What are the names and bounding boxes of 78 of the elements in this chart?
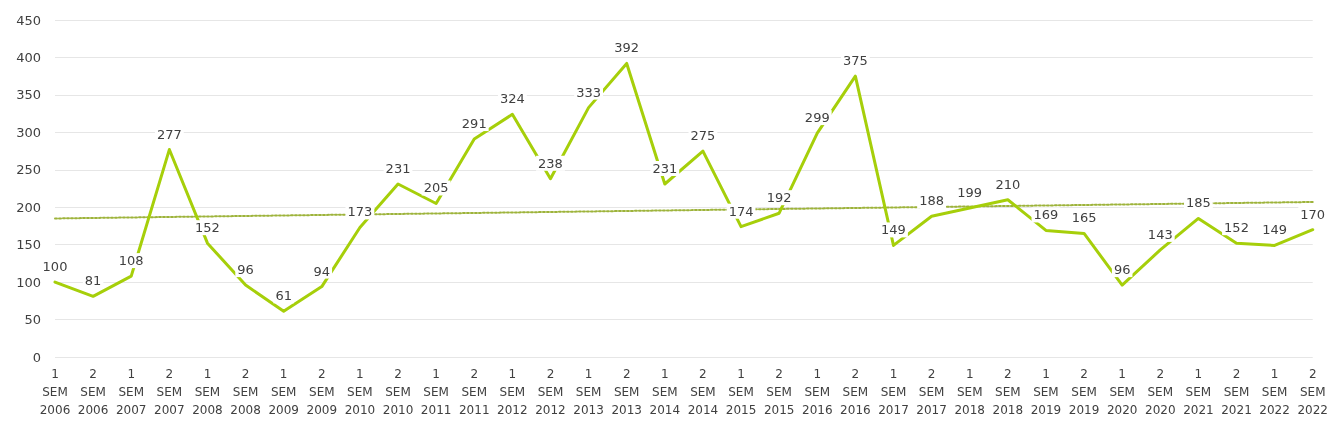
y-tick-label: 150 (16, 237, 41, 253)
x-tick-label: 2 SEM 2013 (611, 367, 642, 417)
data-label: 231 (652, 161, 678, 177)
data-label: 231 (385, 161, 411, 177)
y-tick-label: 50 (24, 312, 41, 328)
y-tick-label: 0 (32, 349, 41, 365)
x-tick-label: 1 SEM 2014 (649, 367, 681, 417)
x-tick-label: 1 SEM 2011 (420, 367, 452, 417)
data-label: 152 (195, 220, 220, 236)
x-tick-label: 1 SEM 2009 (268, 367, 299, 417)
x-tick-label: 1 SEM 2012 (497, 367, 528, 417)
y-tick-label: 350 (16, 87, 41, 103)
x-tick-label: 2 SEM 2011 (458, 367, 490, 417)
data-label: 333 (576, 84, 601, 100)
data-label: 324 (499, 91, 525, 107)
x-tick-label: 1 SEM 2007 (115, 367, 147, 417)
data-label: 375 (842, 53, 868, 69)
y-tick-label: 100 (16, 274, 41, 290)
data-label: 81 (84, 273, 102, 289)
data-label: 108 (118, 253, 144, 269)
x-tick-label: 2 SEM 2006 (77, 367, 109, 417)
x-tick-label: 1 SEM 2006 (39, 367, 71, 417)
data-label: 149 (881, 222, 906, 238)
x-tick-label: 1 SEM 2010 (344, 367, 376, 417)
y-tick-label: 450 (16, 12, 41, 28)
data-label: 299 (804, 110, 830, 126)
y-tick-label: 400 (16, 49, 41, 65)
data-label: 96 (1113, 262, 1131, 278)
data-label: 185 (1185, 195, 1211, 211)
data-label: 61 (275, 288, 292, 304)
x-tick-label: 1 SEM 2015 (725, 367, 757, 417)
x-tick-label: 2 SEM 2007 (154, 367, 185, 417)
y-tick-label: 250 (16, 162, 41, 178)
data-label: 174 (728, 203, 754, 219)
data-label: 152 (1224, 220, 1249, 236)
data-label: 238 (538, 155, 563, 171)
data-label: 96 (237, 262, 254, 278)
data-label: 165 (1071, 210, 1097, 226)
x-tick-label: 1 SEM 2020 (1106, 367, 1138, 417)
x-tick-label: 2 SEM 2008 (230, 367, 261, 417)
x-tick-label: 1 SEM 2013 (573, 367, 604, 417)
x-tick-label: 2 SEM 2020 (1145, 367, 1176, 417)
x-tick-label: 2 SEM 2012 (535, 367, 566, 417)
data-label: 199 (957, 184, 983, 200)
x-tick-label: 1 SEM 2021 (1183, 367, 1214, 417)
data-label: 188 (919, 193, 945, 209)
x-tick-label: 2 SEM 2018 (992, 367, 1024, 417)
x-tick-label: 1 SEM 2016 (801, 367, 833, 417)
data-label: 100 (42, 259, 68, 275)
x-tick-label: 2 SEM 2019 (1068, 367, 1100, 417)
data-label: 170 (1300, 206, 1326, 222)
data-label: 94 (313, 263, 331, 279)
data-label: 205 (423, 180, 449, 196)
x-tick-label: 2 SEM 2014 (687, 367, 719, 417)
x-tick-label: 2 SEM 2010 (382, 367, 414, 417)
x-tick-label: 2 SEM 2022 (1297, 367, 1328, 417)
data-label: 149 (1262, 222, 1288, 238)
x-tick-label: 2 SEM 2017 (916, 367, 947, 417)
x-tick-label: 2 SEM 2016 (840, 367, 871, 417)
x-tick-label: 1 SEM 2008 (192, 367, 223, 417)
x-tick-label: 1 SEM 2017 (878, 367, 909, 417)
data-label: 173 (347, 204, 373, 220)
data-label: 277 (156, 126, 182, 142)
x-tick-label: 2 SEM 2015 (763, 367, 795, 417)
y-tick-label: 200 (16, 199, 41, 215)
data-label: 169 (1033, 207, 1059, 223)
x-tick-label: 2 SEM 2009 (306, 367, 338, 417)
data-label: 192 (766, 190, 792, 206)
x-tick-label: 1 SEM 2022 (1259, 367, 1290, 417)
y-tick-label: 300 (16, 124, 41, 140)
data-label: 392 (614, 40, 640, 56)
x-tick-label: 1 SEM 2019 (1030, 367, 1062, 417)
x-tick-label: 1 SEM 2018 (954, 367, 985, 417)
data-label: 143 (1147, 226, 1173, 242)
data-label: 291 (461, 116, 487, 132)
data-label: 275 (690, 128, 716, 144)
data-label: 210 (995, 176, 1021, 192)
x-tick-label: 2 SEM 2021 (1221, 367, 1252, 417)
